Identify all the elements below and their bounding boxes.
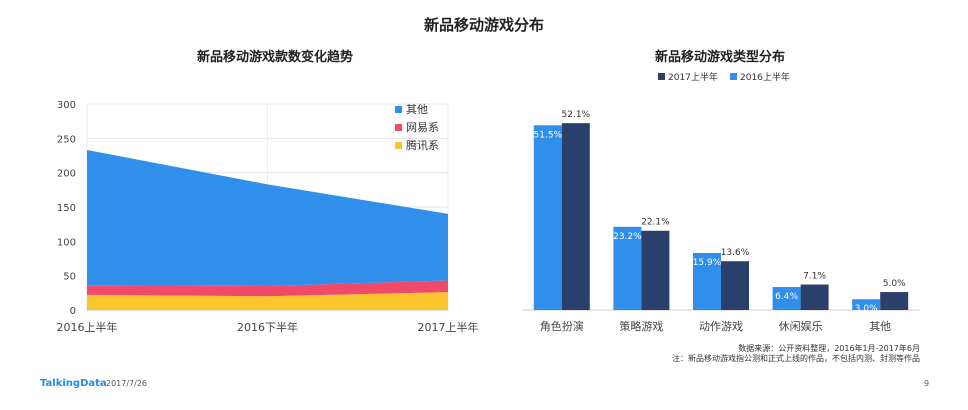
legend-swatch [395, 106, 402, 113]
x-tick-label: 2017上半年 [418, 320, 479, 334]
legend-swatch [395, 124, 402, 131]
bar-label-2016: 15.9% [693, 258, 722, 268]
bar-label-2017: 22.1% [641, 218, 670, 228]
brand-logo: TalkingData [40, 378, 107, 389]
x-tick-label: 其他 [869, 320, 891, 333]
bar-label-2017: 5.0% [883, 279, 906, 289]
legend-label: 2017上半年 [668, 71, 718, 83]
bar-chart-title: 新品移动游戏类型分布 [654, 50, 785, 65]
y-tick-label: 200 [57, 169, 76, 180]
y-tick-label: 250 [57, 134, 76, 145]
bar-label-2017: 13.6% [721, 248, 750, 258]
bar-2016 [533, 125, 562, 310]
bar-label-2016: 23.2% [613, 232, 642, 242]
y-tick-label: 300 [57, 100, 76, 111]
legend-label: 腾讯系 [406, 138, 439, 152]
bar-2016 [613, 226, 642, 310]
bar-label-2017: 52.1% [562, 110, 591, 120]
bar-label-2016: 3.0% [855, 304, 878, 314]
bar-2016 [693, 252, 721, 310]
bar-chart: 2017上半年 2016上半年 51.5% 52.1% 角色扮演 23.2% 22.1% 策略… [522, 71, 920, 333]
y-tick-label: 0 [70, 306, 76, 317]
x-tick-label: 动作游戏 [699, 320, 743, 333]
area-chart-title: 新品移动游戏款数变化趋势 [196, 50, 353, 65]
footer-date: 2017/7/26 [106, 379, 148, 388]
bar-2017 [880, 292, 909, 310]
bar-2017 [800, 284, 829, 310]
source-note: 数据来源：公开资料整理，2016年1月-2017年6月 [738, 344, 920, 353]
y-tick-label: 100 [57, 237, 76, 248]
y-tick-label: 150 [57, 203, 76, 214]
x-tick-label: 角色扮演 [540, 319, 584, 333]
bar-2017 [721, 261, 749, 310]
bar-label-2016: 51.5% [534, 130, 563, 140]
page-number: 9 [924, 379, 930, 388]
area-series-网易系 [87, 280, 448, 297]
area-series-其他 [87, 150, 448, 286]
area-chart: 0 50 100 150 200 250 300 2016上半年 2016下半年 2017上半年 其… [57, 100, 479, 334]
legend-swatch [658, 73, 665, 80]
bar-2016 [852, 299, 881, 310]
page-title: 新品移动游戏分布 [423, 16, 544, 34]
remark-note: 注：新品移动游戏指公测和正式上线的作品，不包括内测、封测等作品 [672, 354, 920, 363]
x-tick-label: 休闲娱乐 [779, 319, 823, 333]
legend-swatch [395, 142, 402, 149]
x-tick-label: 2016下半年 [237, 320, 298, 334]
legend-label: 其他 [406, 103, 428, 116]
y-tick-label: 50 [63, 272, 76, 283]
legend-label: 网易系 [406, 121, 439, 134]
bar-2017 [561, 123, 590, 310]
bar-label-2017: 7.1% [803, 272, 826, 282]
bar-2017 [641, 230, 670, 310]
bar-2016 [772, 287, 801, 310]
x-tick-label: 2016上半年 [57, 320, 118, 334]
bar-label-2016: 6.4% [775, 292, 798, 302]
area-series-腾讯系 [87, 292, 448, 310]
x-tick-label: 策略游戏 [619, 319, 663, 333]
legend-label: 2016上半年 [740, 71, 790, 83]
legend-swatch [730, 73, 737, 80]
